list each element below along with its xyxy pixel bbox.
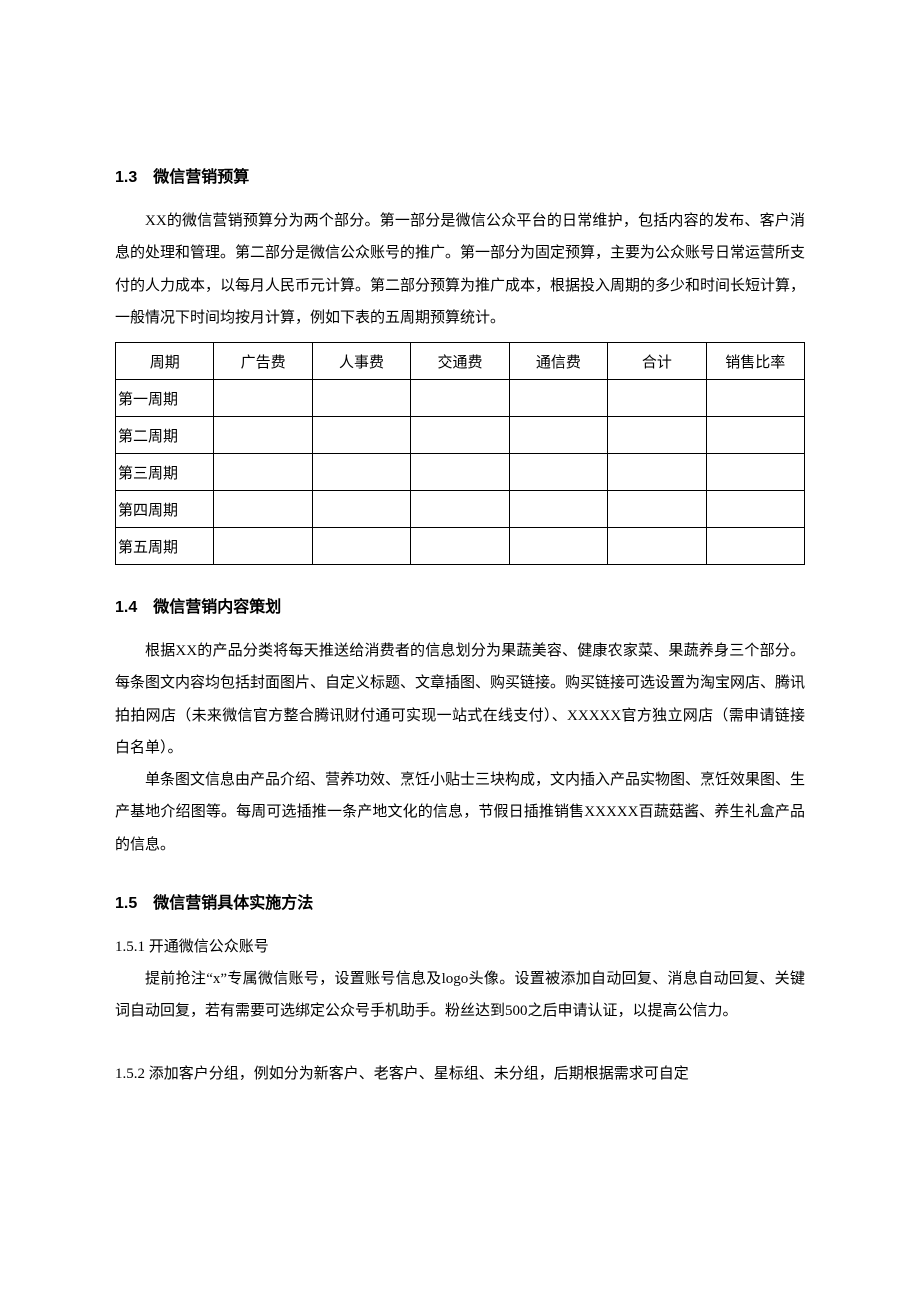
cell bbox=[509, 491, 607, 528]
subsection-1-5-1-title: 1.5.1 开通微信公众账号 bbox=[115, 931, 805, 963]
col-comm: 通信费 bbox=[509, 343, 607, 380]
cell bbox=[411, 528, 509, 565]
table-header-row: 周期 广告费 人事费 交通费 通信费 合计 销售比率 bbox=[116, 343, 805, 380]
subsection-1-5-2-title: 1.5.2 添加客户分组，例如分为新客户、老客户、星标组、未分组，后期根据需求可… bbox=[115, 1058, 805, 1090]
budget-table: 周期 广告费 人事费 交通费 通信费 合计 销售比率 第一周期 第二周期 bbox=[115, 342, 805, 565]
col-ad-fee: 广告费 bbox=[214, 343, 312, 380]
subsection-1-5-1-body: 提前抢注“x”专属微信账号，设置账号信息及logo头像。设置被添加自动回复、消息… bbox=[115, 963, 805, 1028]
cell bbox=[706, 491, 804, 528]
row-label: 第二周期 bbox=[116, 417, 214, 454]
table-row: 第四周期 bbox=[116, 491, 805, 528]
cell bbox=[706, 417, 804, 454]
section-1-3-paragraph: XX的微信营销预算分为两个部分。第一部分是微信公众平台的日常维护，包括内容的发布… bbox=[115, 205, 805, 334]
row-label: 第四周期 bbox=[116, 491, 214, 528]
cell bbox=[214, 454, 312, 491]
cell bbox=[214, 380, 312, 417]
section-1-4-paragraph-1: 根据XX的产品分类将每天推送给消费者的信息划分为果蔬美容、健康农家菜、果蔬养身三… bbox=[115, 635, 805, 764]
spacer bbox=[115, 1028, 805, 1056]
col-hr-fee: 人事费 bbox=[312, 343, 410, 380]
cell bbox=[608, 528, 706, 565]
table-row: 第一周期 bbox=[116, 380, 805, 417]
row-label: 第一周期 bbox=[116, 380, 214, 417]
cell bbox=[312, 417, 410, 454]
cell bbox=[608, 417, 706, 454]
cell bbox=[214, 528, 312, 565]
cell bbox=[509, 528, 607, 565]
cell bbox=[411, 417, 509, 454]
cell bbox=[312, 491, 410, 528]
cell bbox=[608, 380, 706, 417]
cell bbox=[214, 417, 312, 454]
cell bbox=[509, 417, 607, 454]
cell bbox=[411, 491, 509, 528]
cell bbox=[312, 380, 410, 417]
table-row: 第三周期 bbox=[116, 454, 805, 491]
col-travel: 交通费 bbox=[411, 343, 509, 380]
col-total: 合计 bbox=[608, 343, 706, 380]
section-1-4-paragraph-2: 单条图文信息由产品介绍、营养功效、烹饪小贴士三块构成，文内插入产品实物图、烹饪效… bbox=[115, 764, 805, 861]
section-heading-1-3: 1.3 微信营销预算 bbox=[115, 163, 805, 187]
table-row: 第二周期 bbox=[116, 417, 805, 454]
cell bbox=[608, 454, 706, 491]
row-label: 第三周期 bbox=[116, 454, 214, 491]
cell bbox=[411, 454, 509, 491]
cell bbox=[608, 491, 706, 528]
cell bbox=[509, 454, 607, 491]
table-row: 第五周期 bbox=[116, 528, 805, 565]
col-ratio: 销售比率 bbox=[706, 343, 804, 380]
cell bbox=[411, 380, 509, 417]
cell bbox=[706, 454, 804, 491]
col-period: 周期 bbox=[116, 343, 214, 380]
cell bbox=[214, 491, 312, 528]
cell bbox=[509, 380, 607, 417]
section-heading-1-4: 1.4 微信营销内容策划 bbox=[115, 593, 805, 617]
section-heading-1-5: 1.5 微信营销具体实施方法 bbox=[115, 889, 805, 913]
cell bbox=[312, 454, 410, 491]
cell bbox=[312, 528, 410, 565]
cell bbox=[706, 380, 804, 417]
cell bbox=[706, 528, 804, 565]
row-label: 第五周期 bbox=[116, 528, 214, 565]
